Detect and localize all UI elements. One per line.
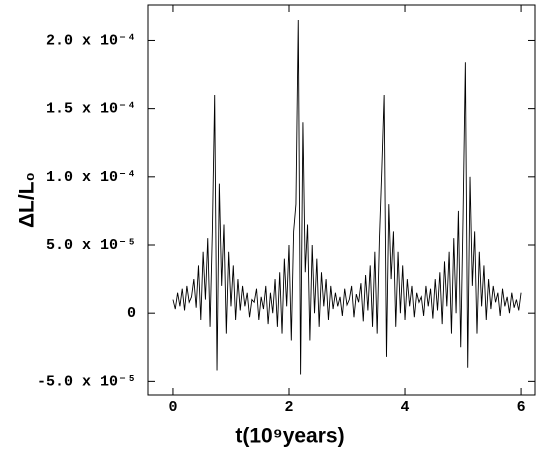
data-line: [172, 19, 522, 375]
x-axis-label: t(10⁹years): [235, 425, 344, 448]
x-tick-label: 0: [168, 399, 177, 416]
y-tick-label: 0: [127, 305, 136, 322]
y-axis-label: ΔL/L₀: [16, 172, 39, 228]
x-tick-label: 4: [401, 399, 410, 416]
x-tick-label: 2: [284, 399, 293, 416]
plot-frame: [147, 4, 536, 396]
y-tick-label: 2.0 x 10⁻⁴: [46, 32, 136, 49]
y-tick-label: 1.5 x 10⁻⁴: [46, 101, 136, 118]
y-tick-label: 1.0 x 10⁻⁴: [46, 169, 136, 186]
y-tick-label: -5.0 x 10⁻⁵: [37, 373, 136, 390]
x-tick-label: 6: [517, 399, 526, 416]
y-tick-label: 5.0 x 10⁻⁵: [46, 237, 136, 254]
